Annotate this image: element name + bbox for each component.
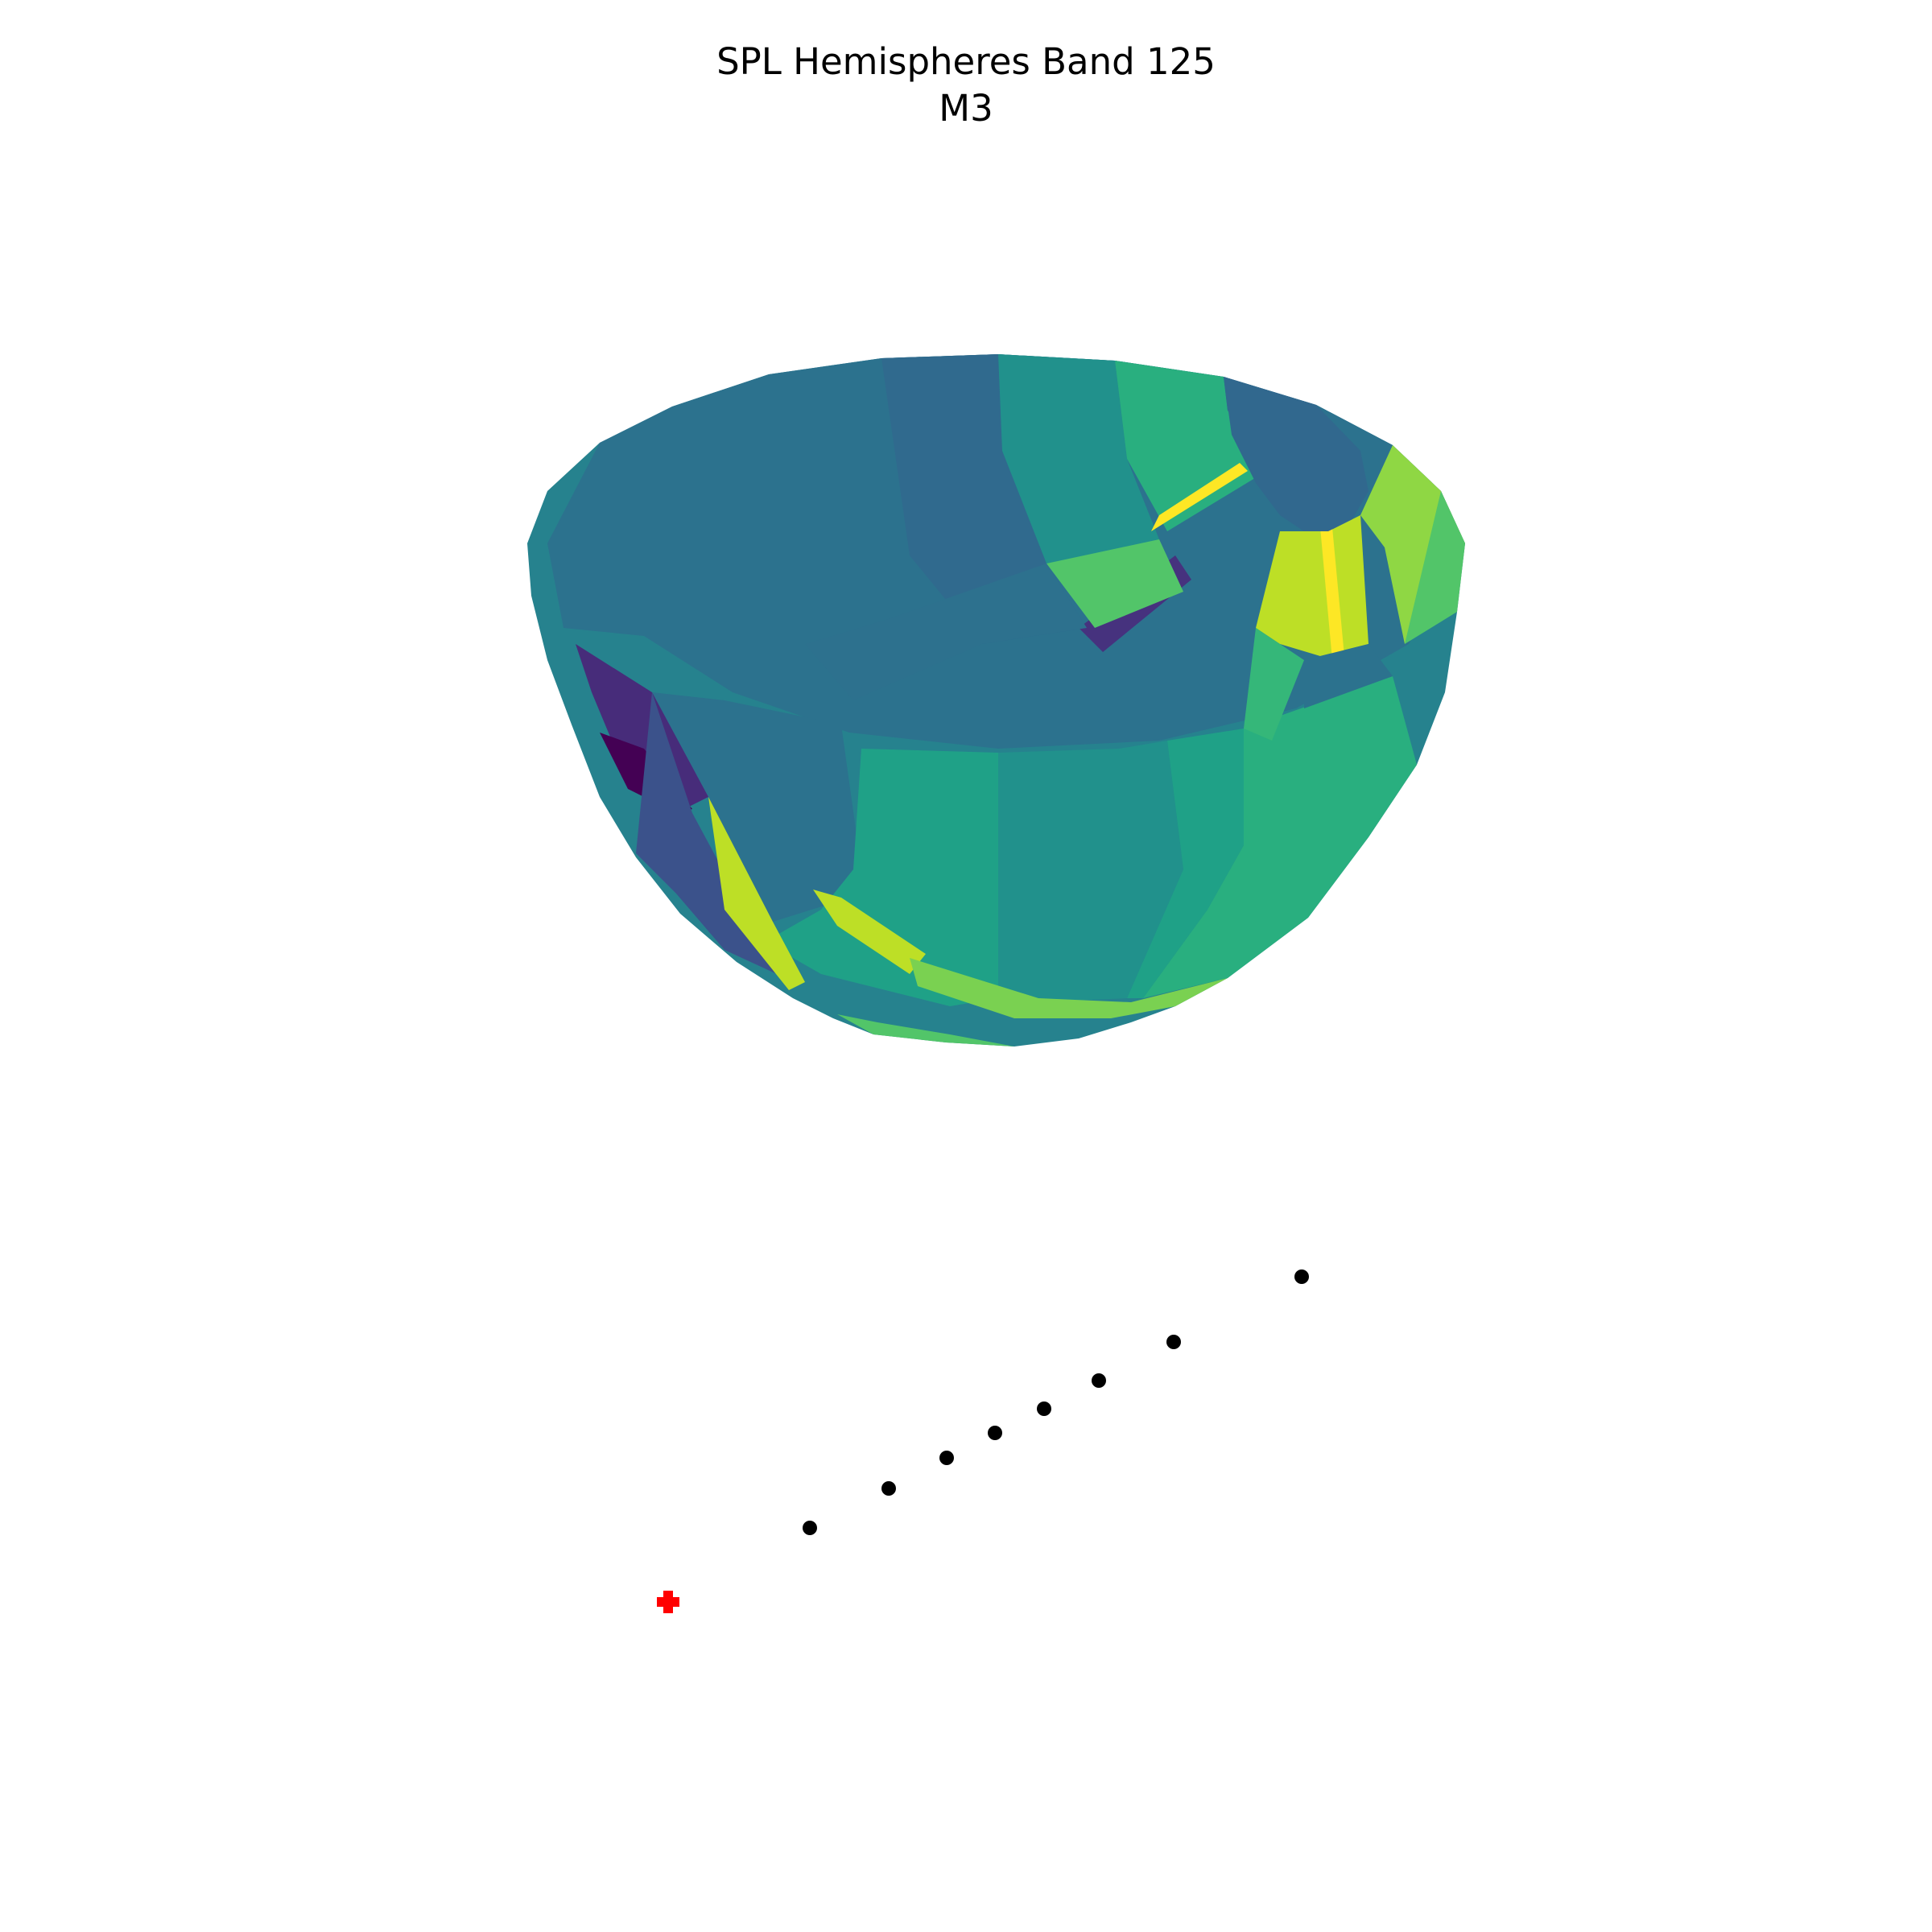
scatter-point <box>881 1481 896 1496</box>
chart-title: SPL Hemispheres Band 125 <box>716 40 1216 83</box>
scatter-point <box>1294 1269 1309 1284</box>
scatter-point <box>803 1521 817 1535</box>
scatter-point <box>1166 1335 1181 1349</box>
chart-title-block: SPL Hemispheres Band 125 M3 <box>0 39 1932 132</box>
scatter-point <box>939 1451 954 1465</box>
scatter-point <box>988 1426 1002 1440</box>
hemisphere-surface <box>527 354 1465 1046</box>
scatter-point <box>1092 1373 1106 1388</box>
scatter-points <box>657 1269 1309 1613</box>
scatter-point <box>1037 1402 1051 1416</box>
chart-subtitle: M3 <box>939 87 993 130</box>
red-plus-marker <box>657 1591 679 1613</box>
